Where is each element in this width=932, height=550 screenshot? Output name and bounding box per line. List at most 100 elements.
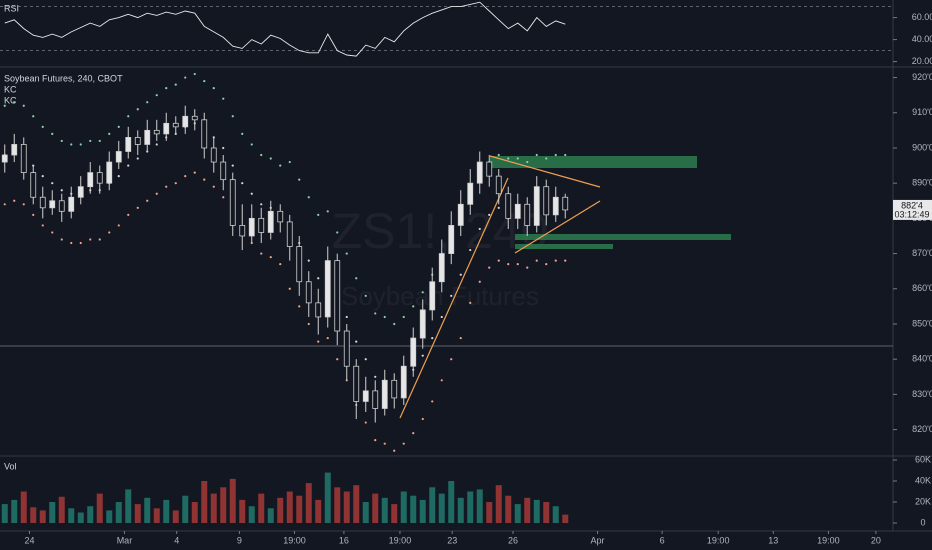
- volume-bar: [524, 497, 531, 524]
- kc-dot: [364, 421, 367, 424]
- candle-body: [286, 221, 293, 247]
- x-tick-label: 16: [339, 535, 349, 545]
- candle-body: [163, 122, 170, 135]
- x-tick-label: 6: [660, 535, 665, 545]
- volume-bar: [552, 506, 559, 524]
- kc-dot: [307, 196, 310, 199]
- candle-body: [77, 186, 84, 198]
- candle-body: [419, 309, 426, 339]
- candle-body: [305, 281, 312, 304]
- kc-dot: [203, 79, 206, 83]
- kc-dot: [554, 259, 557, 262]
- kc-dot: [440, 379, 443, 382]
- kc-dot: [241, 132, 244, 135]
- kc-dot: [250, 143, 253, 146]
- kc-dot: [165, 185, 168, 188]
- kc-dot: [241, 182, 244, 185]
- kc-dot: [193, 72, 196, 76]
- volume-bar: [448, 481, 455, 524]
- volume-bar: [286, 491, 293, 524]
- kc-dot: [421, 291, 424, 294]
- kc-dot: [89, 139, 92, 143]
- volume-bar: [410, 495, 417, 524]
- kc-dot: [13, 199, 16, 202]
- x-tick-label: Apr: [591, 535, 605, 545]
- kc-dot: [402, 442, 405, 445]
- volume-bar: [248, 506, 255, 524]
- y-tick-label: 40.00: [912, 34, 932, 44]
- volume-bar: [267, 508, 274, 524]
- candle-body: [362, 390, 369, 402]
- candle-body: [448, 225, 455, 254]
- volume-bar: [343, 491, 350, 524]
- kc-dot: [212, 185, 215, 188]
- candle-body: [467, 182, 474, 205]
- kc-dot: [507, 263, 510, 266]
- y-tick-label: 910'0: [912, 107, 932, 117]
- kc-dot: [22, 104, 25, 107]
- kc-dot: [469, 301, 472, 304]
- volume-bar: [58, 496, 65, 524]
- kc-dot: [478, 227, 481, 231]
- x-tick-label: 26: [508, 535, 518, 545]
- x-tick-label: 19:00: [707, 535, 730, 545]
- trendline: [399, 177, 509, 419]
- volume-bar: [562, 514, 569, 524]
- kc-dot: [478, 280, 481, 283]
- kc-dot: [117, 125, 120, 128]
- kc-dot: [231, 115, 234, 118]
- kc-dot: [526, 266, 529, 269]
- candle-body: [58, 200, 65, 212]
- kc-dot: [41, 224, 44, 227]
- candle-body: [533, 186, 540, 226]
- kc-dot: [60, 139, 63, 143]
- x-tick-label: 4: [174, 535, 179, 545]
- kc-dot: [269, 157, 272, 160]
- x-tick-label: 23: [447, 535, 457, 545]
- y-tick-label: 860'0: [912, 283, 932, 293]
- last-price-tag: [893, 199, 932, 220]
- candle-body: [134, 137, 141, 145]
- kc-dot: [402, 315, 405, 319]
- x-tick-label: 19:00: [283, 535, 306, 545]
- volume-bar: [438, 493, 445, 524]
- kc-dot: [336, 358, 339, 361]
- kc-dot: [431, 400, 434, 403]
- volume-bar: [457, 497, 464, 524]
- volume-bar: [191, 502, 198, 524]
- candle-body: [562, 196, 569, 211]
- rsi-line: [4, 1, 566, 57]
- kc-dot: [155, 192, 158, 195]
- kc-dot: [41, 175, 44, 178]
- kc-dot: [317, 277, 320, 280]
- kc-dot: [70, 241, 73, 245]
- candle-body: [324, 260, 331, 318]
- candle-body: [543, 186, 550, 216]
- candle-body: [296, 246, 303, 283]
- kc-dot: [3, 203, 6, 206]
- chart-title: Soybean Futures, 240, CBOT: [4, 73, 123, 83]
- volume-bar: [391, 504, 398, 524]
- kc-dot: [364, 294, 367, 297]
- kc-dot: [13, 101, 16, 104]
- volume-bar: [486, 502, 493, 524]
- candle-body: [381, 379, 388, 409]
- kc-dot: [440, 315, 443, 319]
- pane-separators: [0, 0, 932, 532]
- candle-body: [153, 129, 160, 135]
- kc-dot: [136, 157, 139, 160]
- volume-bar: [115, 502, 122, 524]
- kc-dot: [450, 294, 453, 297]
- kc-dot: [535, 153, 538, 157]
- trendline: [514, 200, 601, 254]
- x-tick-label: 20: [871, 535, 881, 545]
- kc-dot: [79, 143, 82, 146]
- kc-dot: [98, 139, 101, 143]
- x-tick-label: 19:00: [389, 535, 412, 545]
- y-tick-label: 840'0: [912, 354, 932, 364]
- legend-entry: KC: [4, 95, 17, 105]
- kc-dot: [117, 224, 120, 227]
- candle-body: [372, 390, 379, 409]
- kc-dot: [545, 263, 548, 266]
- candle-body: [457, 203, 464, 226]
